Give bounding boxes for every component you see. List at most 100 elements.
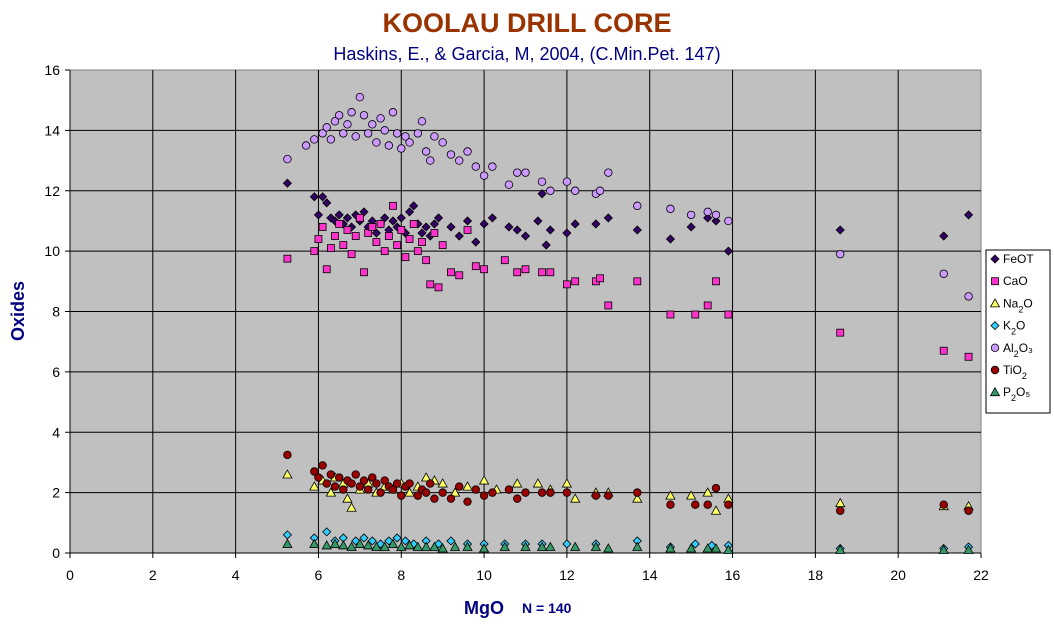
point-cao <box>463 226 472 234</box>
legend-marker <box>990 365 1000 375</box>
point-feot <box>504 222 514 232</box>
y-tick-label: 6 <box>52 364 60 380</box>
point-feot <box>404 207 415 217</box>
legend-item-feot: FeOT <box>990 252 1034 266</box>
point-feot <box>322 198 332 208</box>
point-feot <box>533 216 543 226</box>
point-feot <box>421 222 431 232</box>
point-cao <box>283 254 292 263</box>
point-al2o3 <box>438 138 447 147</box>
point-tio2 <box>330 482 340 491</box>
point-cao <box>430 229 439 237</box>
point-feot <box>723 246 733 256</box>
point-tio2 <box>666 500 675 509</box>
point-p2o5 <box>387 538 399 548</box>
point-al2o3 <box>359 111 369 120</box>
legend-label: Al2O₃ <box>1003 341 1033 359</box>
point-tio2 <box>537 488 547 497</box>
point-na2o <box>437 478 448 488</box>
point-p2o5 <box>710 543 722 553</box>
x-tick-label: 14 <box>642 567 658 583</box>
y-tick-label: 8 <box>52 304 60 320</box>
point-al2o3 <box>326 135 336 144</box>
point-al2o3 <box>504 180 514 189</box>
point-p2o5 <box>338 540 349 550</box>
point-al2o3 <box>604 168 613 177</box>
point-al2o3 <box>397 144 406 153</box>
y-tick-label: 2 <box>52 485 60 501</box>
point-tio2 <box>351 470 360 479</box>
point-feot <box>512 225 522 235</box>
point-al2o3 <box>318 129 327 138</box>
point-feot <box>454 231 464 241</box>
point-feot <box>686 222 696 232</box>
point-p2o5 <box>520 541 531 551</box>
point-cao <box>513 268 522 277</box>
point-al2o3 <box>372 138 381 147</box>
legend-item-al2o3: Al2O₃ <box>990 341 1033 359</box>
point-p2o5 <box>665 543 676 553</box>
point-al2o3 <box>488 162 497 171</box>
point-feot <box>939 231 949 241</box>
point-k2o <box>446 536 456 546</box>
point-p2o5 <box>449 541 461 551</box>
point-p2o5 <box>499 541 510 551</box>
point-p2o5 <box>723 544 734 554</box>
point-feot <box>388 216 398 226</box>
point-tio2 <box>421 488 431 497</box>
point-na2o <box>532 478 544 488</box>
x-tick-label: 4 <box>232 567 240 583</box>
point-tio2 <box>413 491 423 500</box>
point-feot <box>487 213 497 223</box>
point-cao <box>409 220 418 228</box>
x-tick-label: 20 <box>890 567 906 583</box>
point-tio2 <box>504 485 514 494</box>
point-cao <box>347 250 356 259</box>
point-cao <box>405 235 414 243</box>
point-al2o3 <box>471 162 481 171</box>
legend-item-na2o: Na2O <box>989 296 1033 314</box>
point-k2o <box>367 536 377 546</box>
point-feot <box>409 201 419 211</box>
point-al2o3 <box>388 108 398 117</box>
point-cao <box>372 238 381 246</box>
point-al2o3 <box>666 204 675 214</box>
point-al2o3 <box>355 92 365 102</box>
point-p2o5 <box>346 541 357 551</box>
point-p2o5 <box>379 541 390 551</box>
point-na2o <box>462 481 473 491</box>
legend-marker <box>990 343 1000 352</box>
point-cao <box>939 346 948 355</box>
point-p2o5 <box>632 541 643 551</box>
point-cao <box>724 310 733 319</box>
point-p2o5 <box>462 541 473 551</box>
point-al2o3 <box>513 168 522 177</box>
point-tio2 <box>363 485 373 494</box>
point-tio2 <box>318 461 327 470</box>
x-axis-label: MgO <box>464 598 504 618</box>
point-cao <box>393 241 402 249</box>
point-p2o5 <box>963 544 974 554</box>
point-p2o5 <box>329 538 341 548</box>
legend-item-cao: CaO <box>991 274 1028 288</box>
point-cao <box>418 238 426 246</box>
legend-marker <box>989 298 1001 308</box>
point-cao <box>712 277 720 286</box>
point-tio2 <box>376 488 385 497</box>
point-al2o3 <box>686 210 696 220</box>
point-cao <box>447 268 455 277</box>
point-cao <box>596 274 604 283</box>
point-al2o3 <box>380 126 389 135</box>
point-al2o3 <box>413 129 423 138</box>
point-na2o <box>420 472 432 482</box>
point-tio2 <box>455 482 464 491</box>
point-al2o3 <box>347 108 356 117</box>
legend-label: K2O <box>1003 319 1025 337</box>
point-feot <box>570 219 580 229</box>
point-tio2 <box>438 488 447 497</box>
point-p2o5 <box>603 543 614 553</box>
point-tio2 <box>939 500 948 509</box>
point-tio2 <box>359 476 369 485</box>
point-k2o <box>392 533 402 543</box>
